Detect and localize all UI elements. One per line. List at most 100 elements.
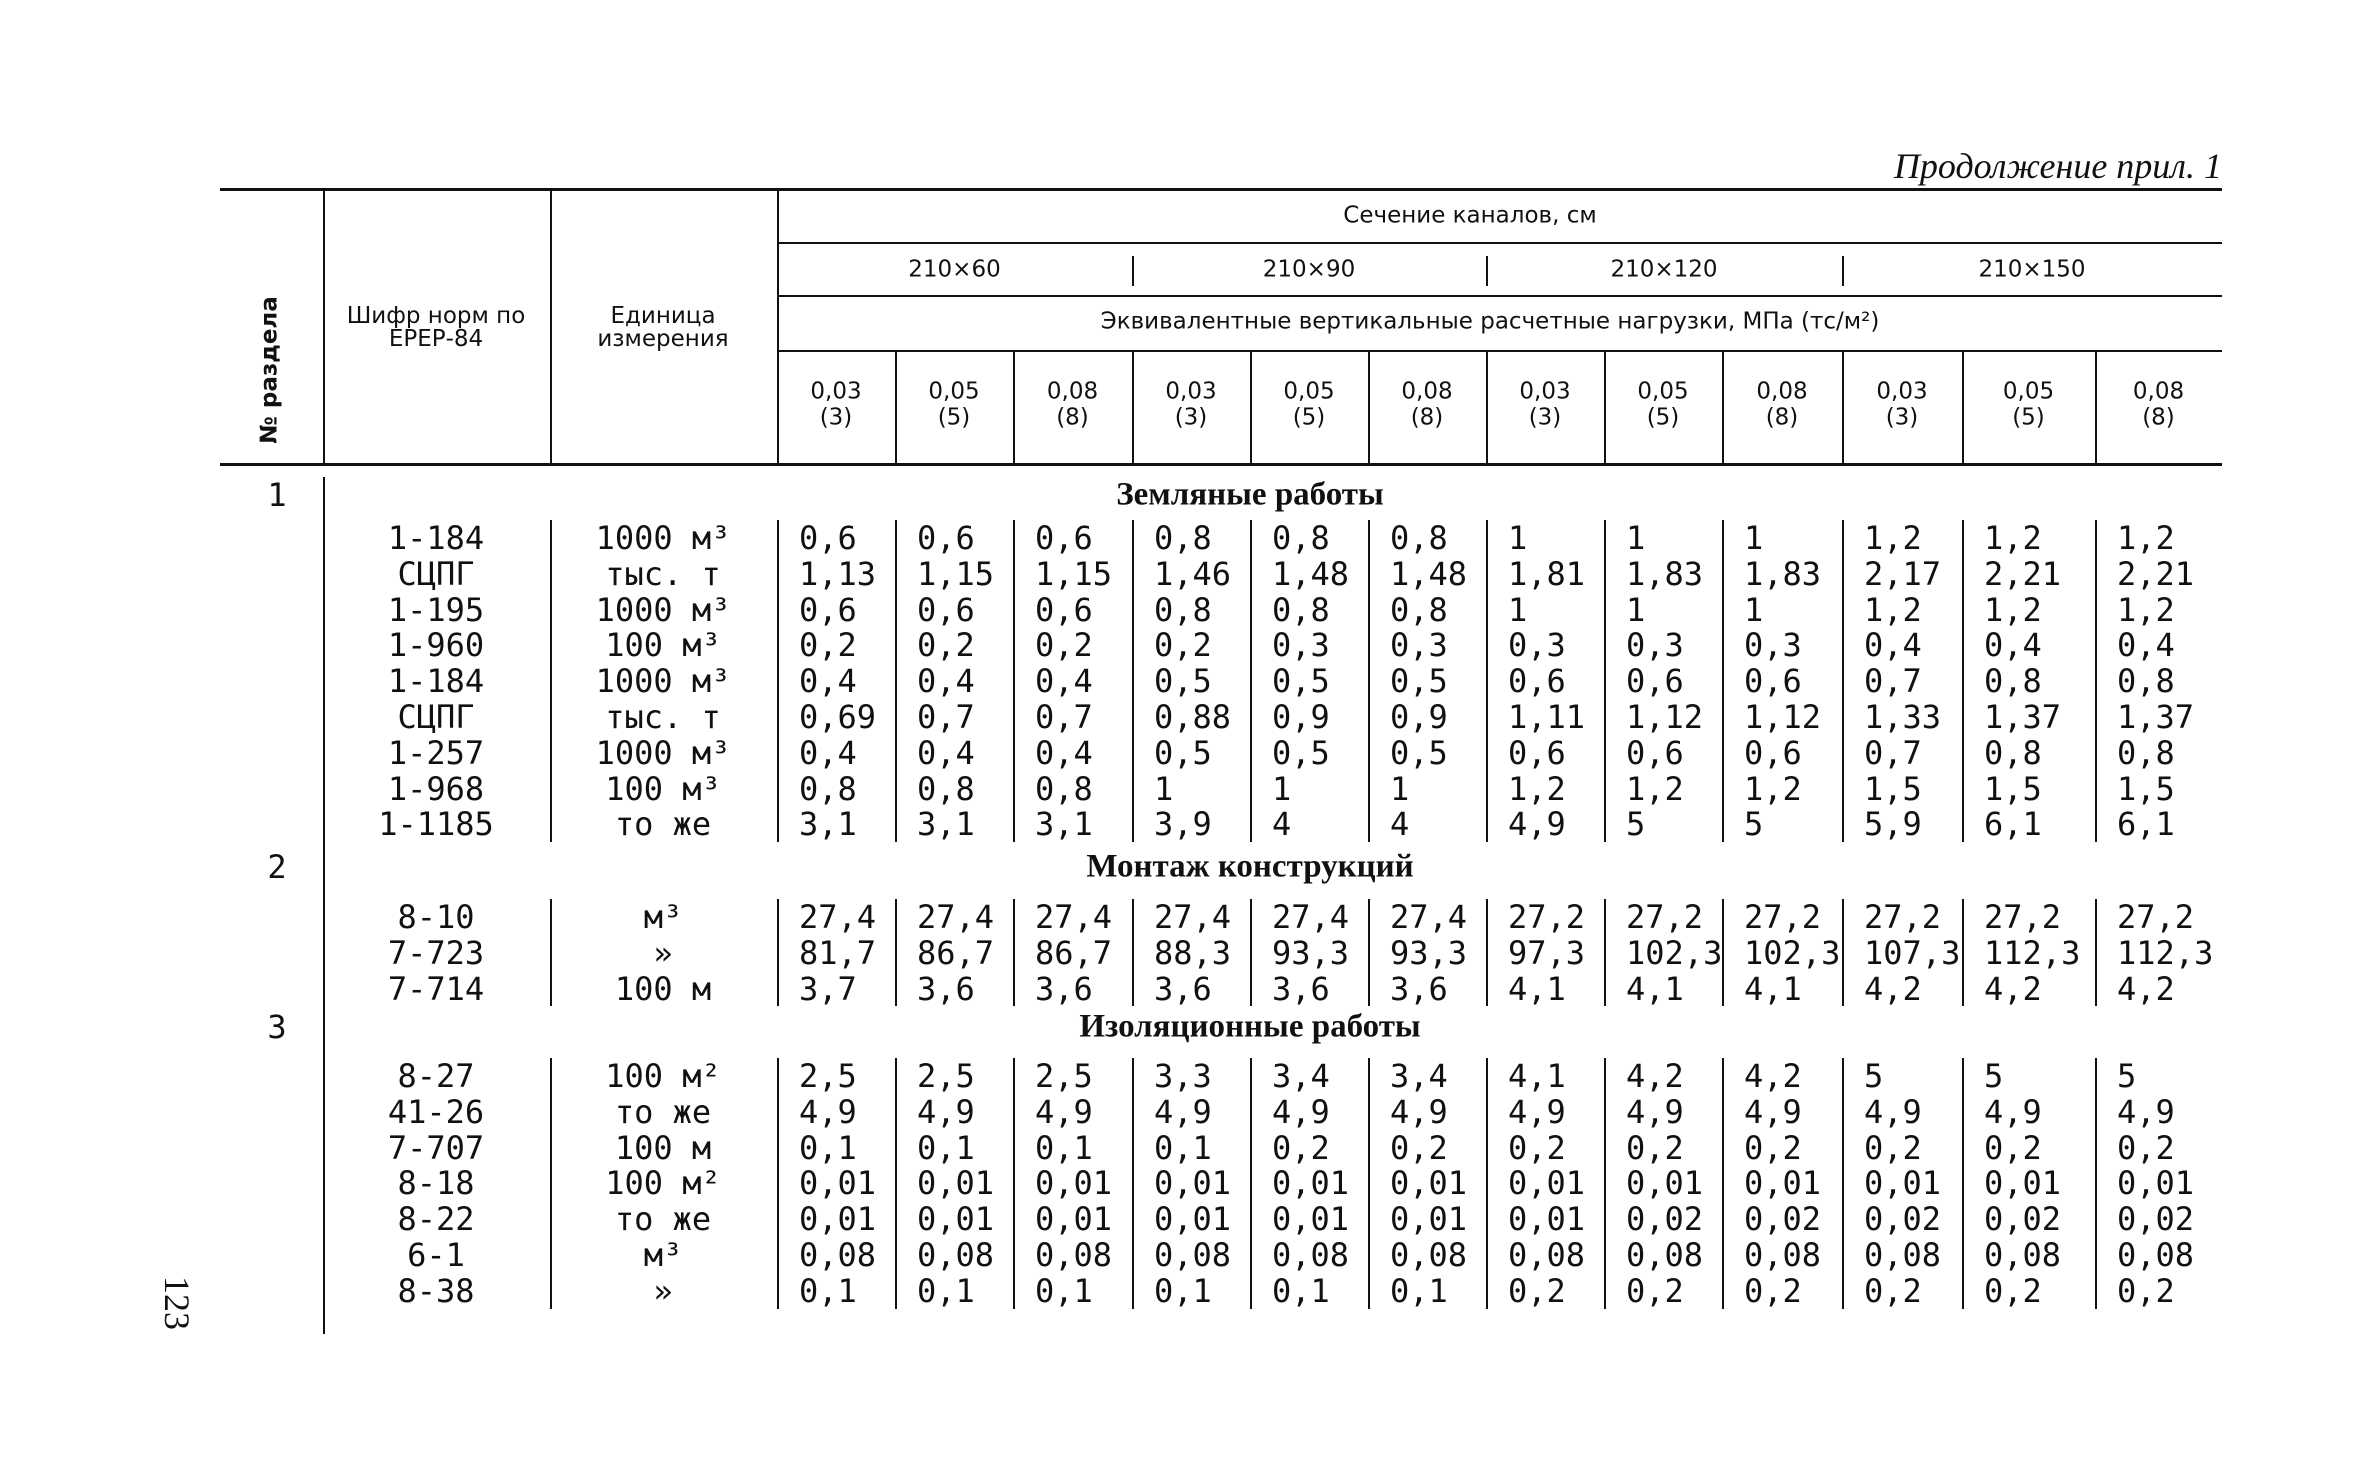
rule [1132, 1058, 1134, 1309]
cell-value: 1 [1154, 769, 1174, 808]
cell-value: 27,4 [1035, 898, 1113, 936]
cell-value: 0,08 [1626, 1236, 1704, 1274]
cell-value: 0,01 [2117, 1164, 2195, 1203]
cell-value: 27,2 [1744, 898, 1822, 936]
section-title: Монтаж конструкций [1086, 848, 1414, 885]
cell-value: 112,3 [1984, 933, 2081, 972]
rule [1368, 520, 1370, 843]
section-number: 2 [267, 848, 287, 886]
rule [895, 1058, 897, 1309]
cell-value: 1,2 [1984, 519, 2042, 557]
cell-value: 4,9 [1154, 1092, 1212, 1131]
cell-value: 0,1 [1390, 1271, 1448, 1310]
cell-value: 1,15 [917, 554, 995, 593]
rule [1013, 899, 1015, 1007]
norm-code: 7-714 [387, 969, 485, 1008]
cell-value: 0,08 [1154, 1236, 1232, 1274]
unit: то же [614, 1200, 712, 1239]
cell-value: 27,4 [799, 898, 877, 936]
cell-value: 5 [1744, 805, 1764, 844]
rule [1013, 520, 1015, 843]
cell-value: 0,7 [917, 698, 975, 736]
header-load: 0,03 [1876, 378, 1928, 405]
norm-code: 1-968 [387, 769, 485, 808]
norm-code: 1-184 [387, 662, 485, 701]
cell-value: 0,01 [1154, 1164, 1232, 1203]
unit: 1000 м³ [595, 662, 731, 701]
cell-value: 0,6 [1035, 519, 1093, 557]
cell-value: 107,3 [1864, 933, 1961, 972]
cell-value: 0,4 [799, 733, 857, 772]
norm-code: 8-18 [397, 1164, 475, 1203]
rule [1722, 899, 1724, 1007]
rule [220, 463, 2222, 466]
cell-value: 1,48 [1272, 554, 1350, 593]
rule [1250, 899, 1252, 1007]
header-load: 0,08 [1046, 378, 1099, 405]
cell-value: 0,6 [799, 590, 857, 629]
cell-value: 3,4 [1390, 1057, 1448, 1095]
cell-value: 3,6 [1272, 969, 1330, 1008]
section-title: Изоляционные работы [1079, 1008, 1421, 1045]
cell-value: 112,3 [2117, 933, 2214, 972]
cell-value: 0,01 [1035, 1200, 1113, 1239]
section-number: 3 [267, 1008, 287, 1046]
cell-value: 4,1 [1744, 969, 1802, 1008]
rule [1962, 352, 1964, 463]
cell-value: 0,01 [1984, 1164, 2062, 1203]
rule [777, 1058, 779, 1309]
rule [777, 350, 2222, 352]
cell-value: 0,1 [799, 1271, 857, 1310]
cell-value: 86,7 [917, 933, 995, 972]
cell-value: 2,21 [1984, 554, 2062, 593]
cell-value: 1,2 [1508, 769, 1566, 808]
cell-value: 0,2 [1984, 1271, 2042, 1310]
cell-value: 4,9 [1035, 1092, 1093, 1131]
cell-value: 4,9 [917, 1092, 975, 1131]
cell-value: 0,08 [1508, 1236, 1586, 1274]
cell-value: 0,2 [1984, 1128, 2042, 1167]
norm-code: 1-960 [387, 626, 485, 665]
header-load: 0,03 [1165, 378, 1217, 405]
cell-value: 27,2 [1626, 898, 1704, 936]
header-load-sub: (8) [2142, 404, 2175, 431]
page-number: 123 [157, 1276, 197, 1330]
cell-value: 93,3 [1272, 933, 1350, 972]
rule [550, 1058, 552, 1309]
cell-value: 0,6 [917, 519, 975, 557]
norm-code: 6-1 [407, 1236, 465, 1274]
cell-value: 3,6 [917, 969, 975, 1008]
cell-value: 0,7 [1864, 733, 1922, 772]
cell-value: 3,6 [1154, 969, 1212, 1008]
rule [220, 188, 2222, 191]
header-load-sub: (5) [1292, 404, 1326, 431]
cell-value: 1 [1390, 769, 1410, 808]
cell-value: 0,01 [1035, 1164, 1113, 1203]
rule [1722, 520, 1724, 843]
cell-value: 0,8 [1984, 733, 2042, 772]
continuation-title: Продолжение прил. 1 [1893, 146, 2222, 186]
cell-value: 86,7 [1035, 933, 1113, 972]
cell-value: 1,12 [1744, 698, 1822, 736]
rule [550, 899, 552, 1007]
norm-code: 7-723 [387, 933, 485, 972]
cell-value: 0,08 [1864, 1236, 1942, 1274]
cell-value: 0,88 [1154, 698, 1232, 736]
cell-value: 27,4 [1272, 898, 1350, 936]
cell-value: 4,9 [1508, 805, 1566, 844]
cell-value: 4,9 [1508, 1092, 1566, 1131]
cell-value: 0,08 [799, 1236, 877, 1274]
rule [895, 520, 897, 843]
cell-value: 0,1 [1154, 1271, 1212, 1310]
cell-value: 0,6 [1508, 662, 1566, 701]
cell-value: 0,8 [799, 769, 857, 808]
cell-value: 0,2 [1035, 626, 1093, 665]
rule [1962, 899, 1964, 1007]
rule [777, 899, 779, 1007]
rule [2095, 352, 2097, 463]
cell-value: 0,2 [1864, 1271, 1922, 1310]
cell-value: 0,2 [1154, 626, 1212, 665]
unit: 1000 м³ [595, 519, 731, 557]
rule [1842, 899, 1844, 1007]
cell-value: 0,2 [1272, 1128, 1330, 1167]
